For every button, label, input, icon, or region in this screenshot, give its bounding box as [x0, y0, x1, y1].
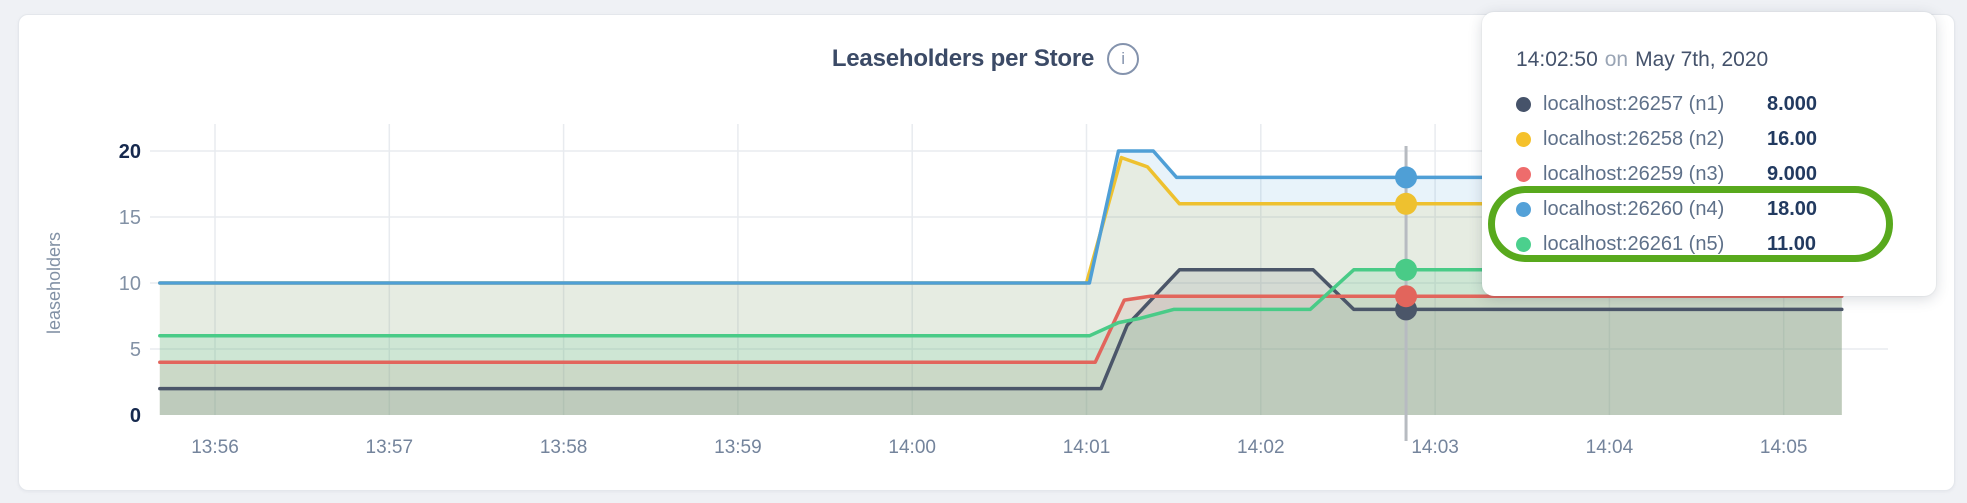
series-area-n1: [159, 269, 1842, 415]
series-value: 8.000: [1767, 93, 1818, 115]
x-tick-label: 14:02: [1237, 437, 1285, 458]
hover-dot-n2: [1395, 192, 1418, 215]
series-area-n5: [159, 269, 1842, 415]
series-label: localhost:26260 (n4): [1543, 198, 1725, 220]
series-value: 11.00: [1767, 233, 1816, 255]
y-axis-title: leaseholders: [44, 232, 64, 334]
series-line-n1: [158, 268, 1844, 391]
tooltip-timestamp: 14:02:50 on May 7th, 2020: [1516, 45, 1936, 75]
series-area-n3: [159, 296, 1842, 415]
tooltip-row: localhost:26261 (n5) 11.00: [1516, 227, 1936, 262]
hover-marker: [1395, 146, 1418, 441]
x-tick-label: 13:59: [714, 437, 762, 458]
x-tick-label: 14:01: [1063, 437, 1111, 458]
tooltip-row: localhost:26257 (n1) 8.000: [1516, 87, 1936, 122]
chart-header: Leaseholders per Store i: [18, 42, 1953, 76]
series-dot-icon: [1516, 132, 1531, 147]
x-tick-label: 14:04: [1586, 437, 1634, 458]
page-title: Leaseholders per Store: [831, 45, 1095, 72]
tooltip-row: localhost:26260 (n4) 18.00: [1516, 192, 1936, 227]
series-label: localhost:26261 (n5): [1543, 233, 1725, 255]
axis-labels: 13:56 13:57 13:58 13:59 14:00 14:01 14:02 14:03…: [44, 141, 1807, 458]
hover-dot-n5: [1395, 258, 1418, 281]
x-tick-label: 13:56: [191, 437, 239, 458]
hover-dot-n3: [1395, 285, 1418, 308]
series-line-n4: [158, 149, 1844, 285]
x-tick-label: 14:03: [1411, 437, 1459, 458]
series-line-n3: [158, 294, 1844, 364]
hover-tooltip: 14:02:50 on May 7th, 2020 localhost:2625…: [1482, 12, 1936, 296]
y-tick-label: 10: [119, 273, 141, 295]
y-tick-label: 5: [130, 339, 141, 361]
tooltip-on-word: on: [1604, 48, 1629, 71]
series-dot-icon: [1516, 202, 1531, 217]
tooltip-time: 14:02:50: [1516, 48, 1598, 71]
series-label: localhost:26259 (n3): [1543, 163, 1725, 185]
y-tick-label: 20: [119, 141, 141, 163]
series-value: 9.000: [1767, 163, 1818, 185]
tooltip-row: localhost:26259 (n3) 9.000: [1516, 157, 1936, 192]
series-value: 16.00: [1767, 128, 1818, 150]
tooltip-row: localhost:26258 (n2) 16.00: [1516, 122, 1936, 157]
series-lines: [158, 149, 1844, 391]
series-dot-icon: [1516, 167, 1531, 182]
series-value: 18.00: [1767, 198, 1818, 220]
x-tick-label: 13:58: [540, 437, 588, 458]
y-tick-label: 0: [130, 405, 141, 427]
x-tick-label: 14:05: [1760, 437, 1808, 458]
series-line-n5: [158, 268, 1844, 338]
y-tick-label: 15: [119, 207, 141, 229]
series-label: localhost:26257 (n1): [1543, 93, 1725, 115]
series-label: localhost:26258 (n2): [1543, 128, 1725, 150]
series-area-n2: [159, 157, 1842, 415]
x-tick-label: 13:57: [366, 437, 414, 458]
x-tick-label: 14:00: [888, 437, 936, 458]
tooltip-rows: localhost:26257 (n1) 8.000 localhost:262…: [1516, 87, 1936, 262]
hover-dot-n4: [1395, 166, 1418, 189]
series-dot-icon: [1516, 237, 1531, 252]
tooltip-date: May 7th, 2020: [1635, 48, 1769, 71]
series-dot-icon: [1516, 97, 1531, 112]
info-icon[interactable]: i: [1107, 43, 1140, 75]
